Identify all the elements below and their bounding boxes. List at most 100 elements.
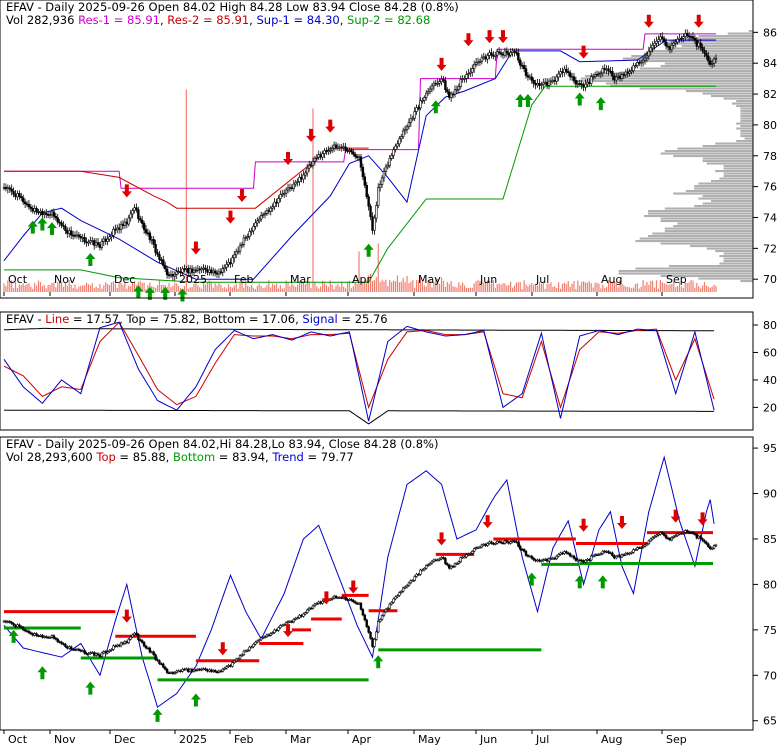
trend-candle-body xyxy=(16,624,19,628)
trend-candle-body xyxy=(302,613,305,617)
trend-candle-body xyxy=(520,548,524,551)
candle-body xyxy=(701,47,704,51)
volume-bar xyxy=(24,285,26,292)
trend-candle-body xyxy=(346,599,349,601)
candle-body xyxy=(501,53,505,56)
volume-profile-bin xyxy=(723,252,753,255)
trend-candle-body xyxy=(432,559,436,562)
buy-arrow xyxy=(27,220,38,234)
volume-bar xyxy=(337,283,339,292)
candle-body xyxy=(290,187,294,189)
price-y-axis: 70 72 74 76 78 80 82 84 86 xyxy=(753,26,777,286)
candle-body xyxy=(275,201,278,204)
trend-candle-body xyxy=(110,649,113,651)
trend-candle-body xyxy=(438,558,441,561)
trend-candle-body xyxy=(365,619,368,627)
candle-body xyxy=(123,221,127,226)
trend-candle-body xyxy=(603,550,606,553)
trend-candle-body xyxy=(162,663,165,668)
volume-bar xyxy=(312,108,314,293)
volume-profile-bin xyxy=(702,92,753,95)
candle-body xyxy=(613,75,616,81)
candle-body xyxy=(647,50,651,57)
trend-candle-body xyxy=(54,637,58,640)
volume-bar xyxy=(268,280,270,292)
candle-body xyxy=(346,150,349,152)
candle-body xyxy=(319,154,322,158)
volume-bar xyxy=(112,281,114,292)
volume-bar xyxy=(243,287,245,292)
volume-bar xyxy=(87,284,90,292)
trend-candle-body xyxy=(144,645,148,649)
ohlc-summary: - Daily 2025-09-26 Open 84.02 High 84.28… xyxy=(34,0,459,14)
trend-candle-body xyxy=(409,580,413,584)
volume-bar xyxy=(208,280,210,292)
volume-bar xyxy=(513,285,516,292)
candle-body xyxy=(137,209,140,219)
trend-candle-body xyxy=(434,559,438,562)
trend-candle-body xyxy=(480,544,484,548)
volume-bar xyxy=(569,286,571,292)
volume-bar xyxy=(354,282,356,292)
volume-bar xyxy=(460,285,462,292)
trend-candle-body xyxy=(158,660,161,664)
trend-candle-body xyxy=(240,654,244,657)
candle-body xyxy=(651,44,654,49)
trend-candle-body xyxy=(709,546,712,550)
trend-ticker: EFAV xyxy=(6,437,34,451)
candle-body xyxy=(37,211,40,214)
trend-candle-body xyxy=(359,602,363,610)
trend-candle-body xyxy=(45,636,48,638)
volume-profile-bin xyxy=(698,182,753,185)
volume-bar xyxy=(431,287,433,292)
volume-bar xyxy=(176,283,178,292)
candle-body xyxy=(367,196,370,207)
candle-body xyxy=(448,91,451,98)
trend-candle-body xyxy=(428,562,432,566)
trend-candle-body xyxy=(528,555,532,558)
candle-body xyxy=(357,156,361,159)
trend-candle-body xyxy=(651,537,654,540)
volume-profile-bin xyxy=(736,122,753,125)
candle-body xyxy=(167,274,171,277)
trend-candle-body xyxy=(611,552,614,556)
candle-body xyxy=(60,222,63,226)
trend-candle-body xyxy=(309,607,313,610)
trend-candle-body xyxy=(478,546,482,549)
trend-candle-body xyxy=(131,634,134,638)
candle-body xyxy=(311,160,315,166)
candle-body xyxy=(323,150,326,154)
trend-candle-body xyxy=(384,608,388,613)
candle-body xyxy=(307,164,311,169)
trend-candle-body xyxy=(400,590,403,593)
trend-candle-body xyxy=(494,543,497,545)
trend-candle-body xyxy=(219,670,223,673)
volume-bar xyxy=(596,282,598,292)
trend-candle-body xyxy=(551,557,555,560)
trend-candle-body xyxy=(561,552,564,555)
price-candles xyxy=(2,29,718,281)
trend-candle-body xyxy=(223,667,226,670)
candle-body xyxy=(476,61,480,64)
trend-candle-body xyxy=(653,536,656,538)
volume-bar xyxy=(536,285,539,292)
volume-bar xyxy=(293,285,295,292)
trend-candle-body xyxy=(100,652,104,657)
trend-candle-body xyxy=(695,534,699,539)
volume-profile-bin xyxy=(690,245,753,248)
trend-candle-body xyxy=(94,653,98,656)
trend-candle-body xyxy=(511,540,514,543)
volume-bar xyxy=(588,281,590,292)
volume-profile-bin xyxy=(698,277,753,280)
candle-body xyxy=(653,42,656,46)
volume-profile-bin xyxy=(648,235,753,238)
volume-bar xyxy=(18,284,20,292)
trend-candle-body xyxy=(29,632,33,635)
volume-bar xyxy=(481,281,483,292)
candle-body xyxy=(117,227,121,230)
trend-candle-body xyxy=(206,669,209,672)
candle-body xyxy=(618,75,622,79)
trend-candle-body xyxy=(332,595,336,599)
candle-body xyxy=(91,240,94,242)
volume-bar xyxy=(262,288,264,292)
